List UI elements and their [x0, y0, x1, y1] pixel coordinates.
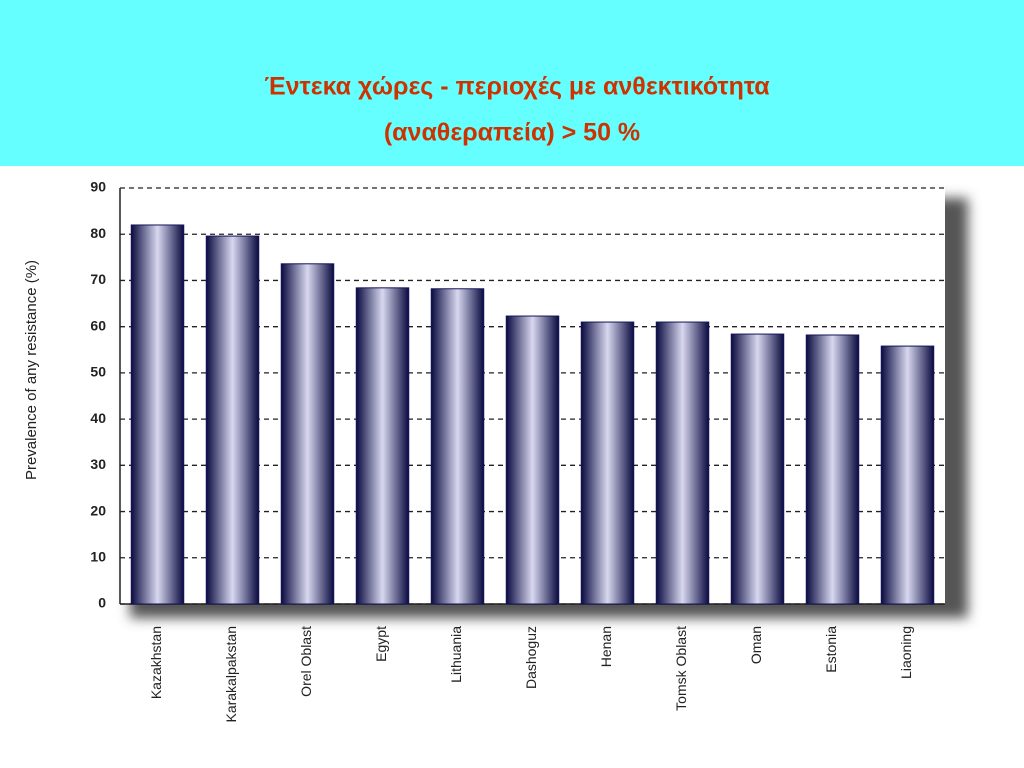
bar	[730, 333, 785, 605]
x-tick-label: Estonia	[823, 626, 839, 673]
y-tick-label: 0	[98, 595, 106, 611]
bar	[805, 334, 860, 605]
y-tick-label: 70	[90, 271, 106, 287]
x-tick-label: Henan	[598, 626, 614, 667]
y-tick-label: 20	[90, 502, 106, 518]
bar	[430, 288, 485, 605]
chart-title: (αναθεραπεία) > 50 %	[384, 119, 640, 147]
bar	[505, 315, 560, 605]
y-axis-label: Prevalence of any resistance (%)	[23, 260, 40, 480]
bar	[205, 235, 260, 605]
x-tick-label: Egypt	[373, 626, 389, 662]
title-band	[0, 0, 1024, 166]
bar	[280, 263, 335, 605]
y-tick-label: 10	[90, 548, 106, 564]
x-tick-label: Oman	[748, 626, 764, 664]
x-tick-label: Karakalpakstan	[223, 626, 239, 723]
y-tick-label: 80	[90, 225, 106, 241]
x-tick-label: Liaoning	[898, 626, 914, 679]
bar	[130, 224, 185, 605]
y-tick-label: 50	[90, 364, 106, 380]
bar	[655, 321, 710, 605]
bar	[880, 345, 935, 605]
y-tick-label: 30	[90, 456, 106, 472]
x-tick-label: Dashoguz	[523, 626, 539, 689]
x-tick-label: Kazakhstan	[148, 626, 164, 699]
y-tick-label: 40	[90, 410, 106, 426]
y-tick-label: 60	[90, 317, 106, 333]
x-tick-label: Orel Oblast	[298, 626, 314, 697]
bar	[580, 321, 635, 605]
y-tick-label: 90	[90, 179, 106, 195]
x-tick-label: Lithuania	[448, 626, 464, 683]
chart-title: Έντεκα χώρες - περιοχές με ανθεκτικότητα	[264, 73, 770, 101]
bar	[355, 287, 410, 605]
x-tick-label: Tomsk Oblast	[673, 626, 689, 711]
